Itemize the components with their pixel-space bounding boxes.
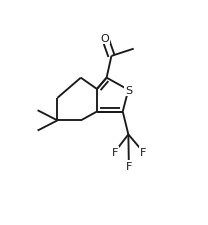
- Text: S: S: [125, 85, 132, 95]
- Text: F: F: [126, 161, 132, 171]
- Text: O: O: [101, 34, 109, 43]
- Text: F: F: [140, 147, 147, 157]
- Text: F: F: [111, 147, 118, 157]
